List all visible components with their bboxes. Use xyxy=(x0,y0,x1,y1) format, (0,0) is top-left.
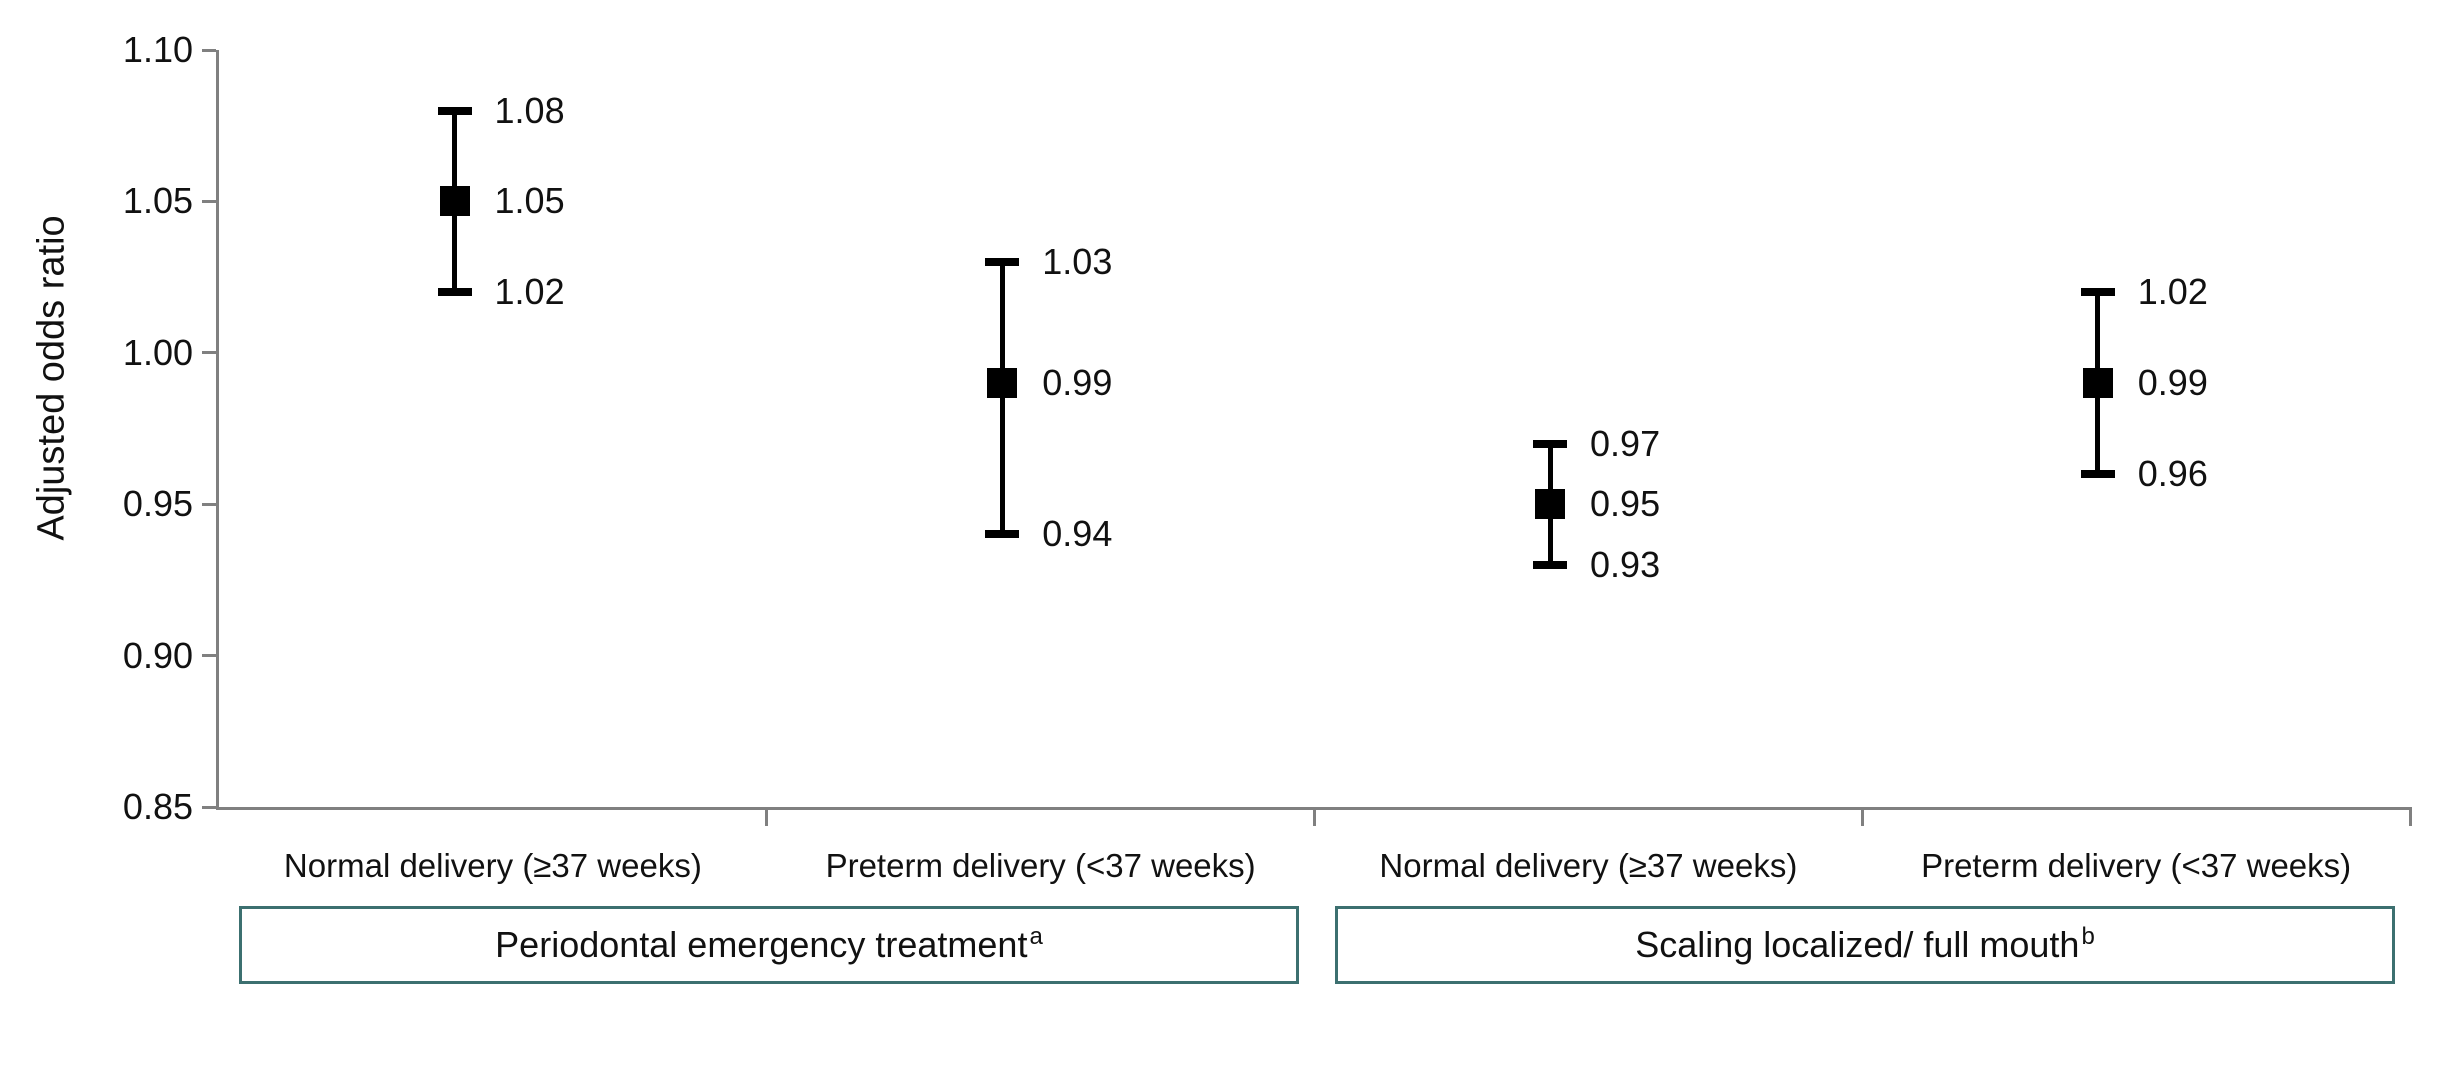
y-axis-tick-label: 1.05 xyxy=(122,180,193,222)
y-axis-tick-label: 0.85 xyxy=(122,786,193,827)
y-axis-tick xyxy=(202,199,216,203)
ci-low-value-label: 1.02 xyxy=(494,271,565,313)
y-axis-tick-label: 1.00 xyxy=(122,331,193,373)
x-axis-tick xyxy=(765,807,769,826)
superscript-b: b xyxy=(2081,923,2095,950)
error-bar-line xyxy=(999,261,1005,535)
category-axis-label: Preterm delivery (<37 weeks) xyxy=(1921,847,2352,884)
ci-high-value-label: 1.03 xyxy=(1042,240,1113,282)
odds-ratio-marker xyxy=(2082,368,2113,399)
ci-low-value-label: 0.93 xyxy=(1590,543,1661,585)
group-box-label: Scaling localized/ full mouthb xyxy=(1635,923,2095,965)
group-box-scaling-localized-full-mouth: Scaling localized/ full mouthb xyxy=(1335,906,2395,984)
category-axis-label: Normal delivery (≥37 weeks) xyxy=(283,847,702,884)
odds-ratio-value-label: 0.99 xyxy=(2137,362,2208,404)
error-bar-cap-upper xyxy=(985,257,1020,266)
error-bar-cap-lower xyxy=(985,530,1020,539)
plot-area: 1.10 1.05 1.00 0.95 0.90 0.85 1.08 1.05 1.02 1.03… xyxy=(123,29,2412,827)
group-box-periodontal-emergency-treatment: Periodontal emergency treatmenta xyxy=(239,906,1299,984)
y-axis-tick-label: 1.10 xyxy=(122,29,193,70)
y-axis-tick-label: 0.95 xyxy=(122,483,193,525)
y-axis-tick xyxy=(202,805,216,809)
error-bar-cap-upper xyxy=(437,106,472,115)
odds-ratio-value-label: 1.05 xyxy=(494,180,565,222)
x-axis-tick xyxy=(2408,807,2412,826)
odds-ratio-marker xyxy=(987,368,1018,399)
error-bar-cap-upper xyxy=(2080,288,2115,297)
y-axis-tick xyxy=(202,654,216,658)
odds-ratio-marker xyxy=(439,186,470,217)
y-axis-tick xyxy=(202,502,216,506)
odds-ratio-marker xyxy=(1535,489,1566,520)
error-bar-cap-lower xyxy=(437,288,472,297)
error-bar-cap-upper xyxy=(1533,439,1568,448)
y-axis-tick xyxy=(202,48,216,52)
y-axis-tick-label: 0.90 xyxy=(122,634,193,676)
ci-high-value-label: 1.08 xyxy=(494,89,565,131)
x-axis-tick xyxy=(1313,807,1316,826)
group-box-label: Periodontal emergency treatmenta xyxy=(495,923,1043,965)
ci-low-value-label: 0.94 xyxy=(1042,513,1113,555)
ci-low-value-label: 0.96 xyxy=(2137,452,2208,494)
odds-ratio-value-label: 0.99 xyxy=(1042,362,1113,404)
odds-ratio-value-label: 0.95 xyxy=(1590,483,1661,525)
error-bar-cap-lower xyxy=(1533,560,1568,569)
superscript-a: a xyxy=(1029,923,1043,950)
x-axis-tick xyxy=(1860,807,1864,826)
error-bar-cap-lower xyxy=(2080,469,2115,478)
ci-high-value-label: 0.97 xyxy=(1590,422,1661,464)
ci-high-value-label: 1.02 xyxy=(2137,271,2208,313)
category-axis-label: Normal delivery (≥37 weeks) xyxy=(1379,847,1798,884)
y-axis-tick xyxy=(202,351,216,355)
category-axis-label: Preterm delivery (<37 weeks) xyxy=(825,847,1256,884)
